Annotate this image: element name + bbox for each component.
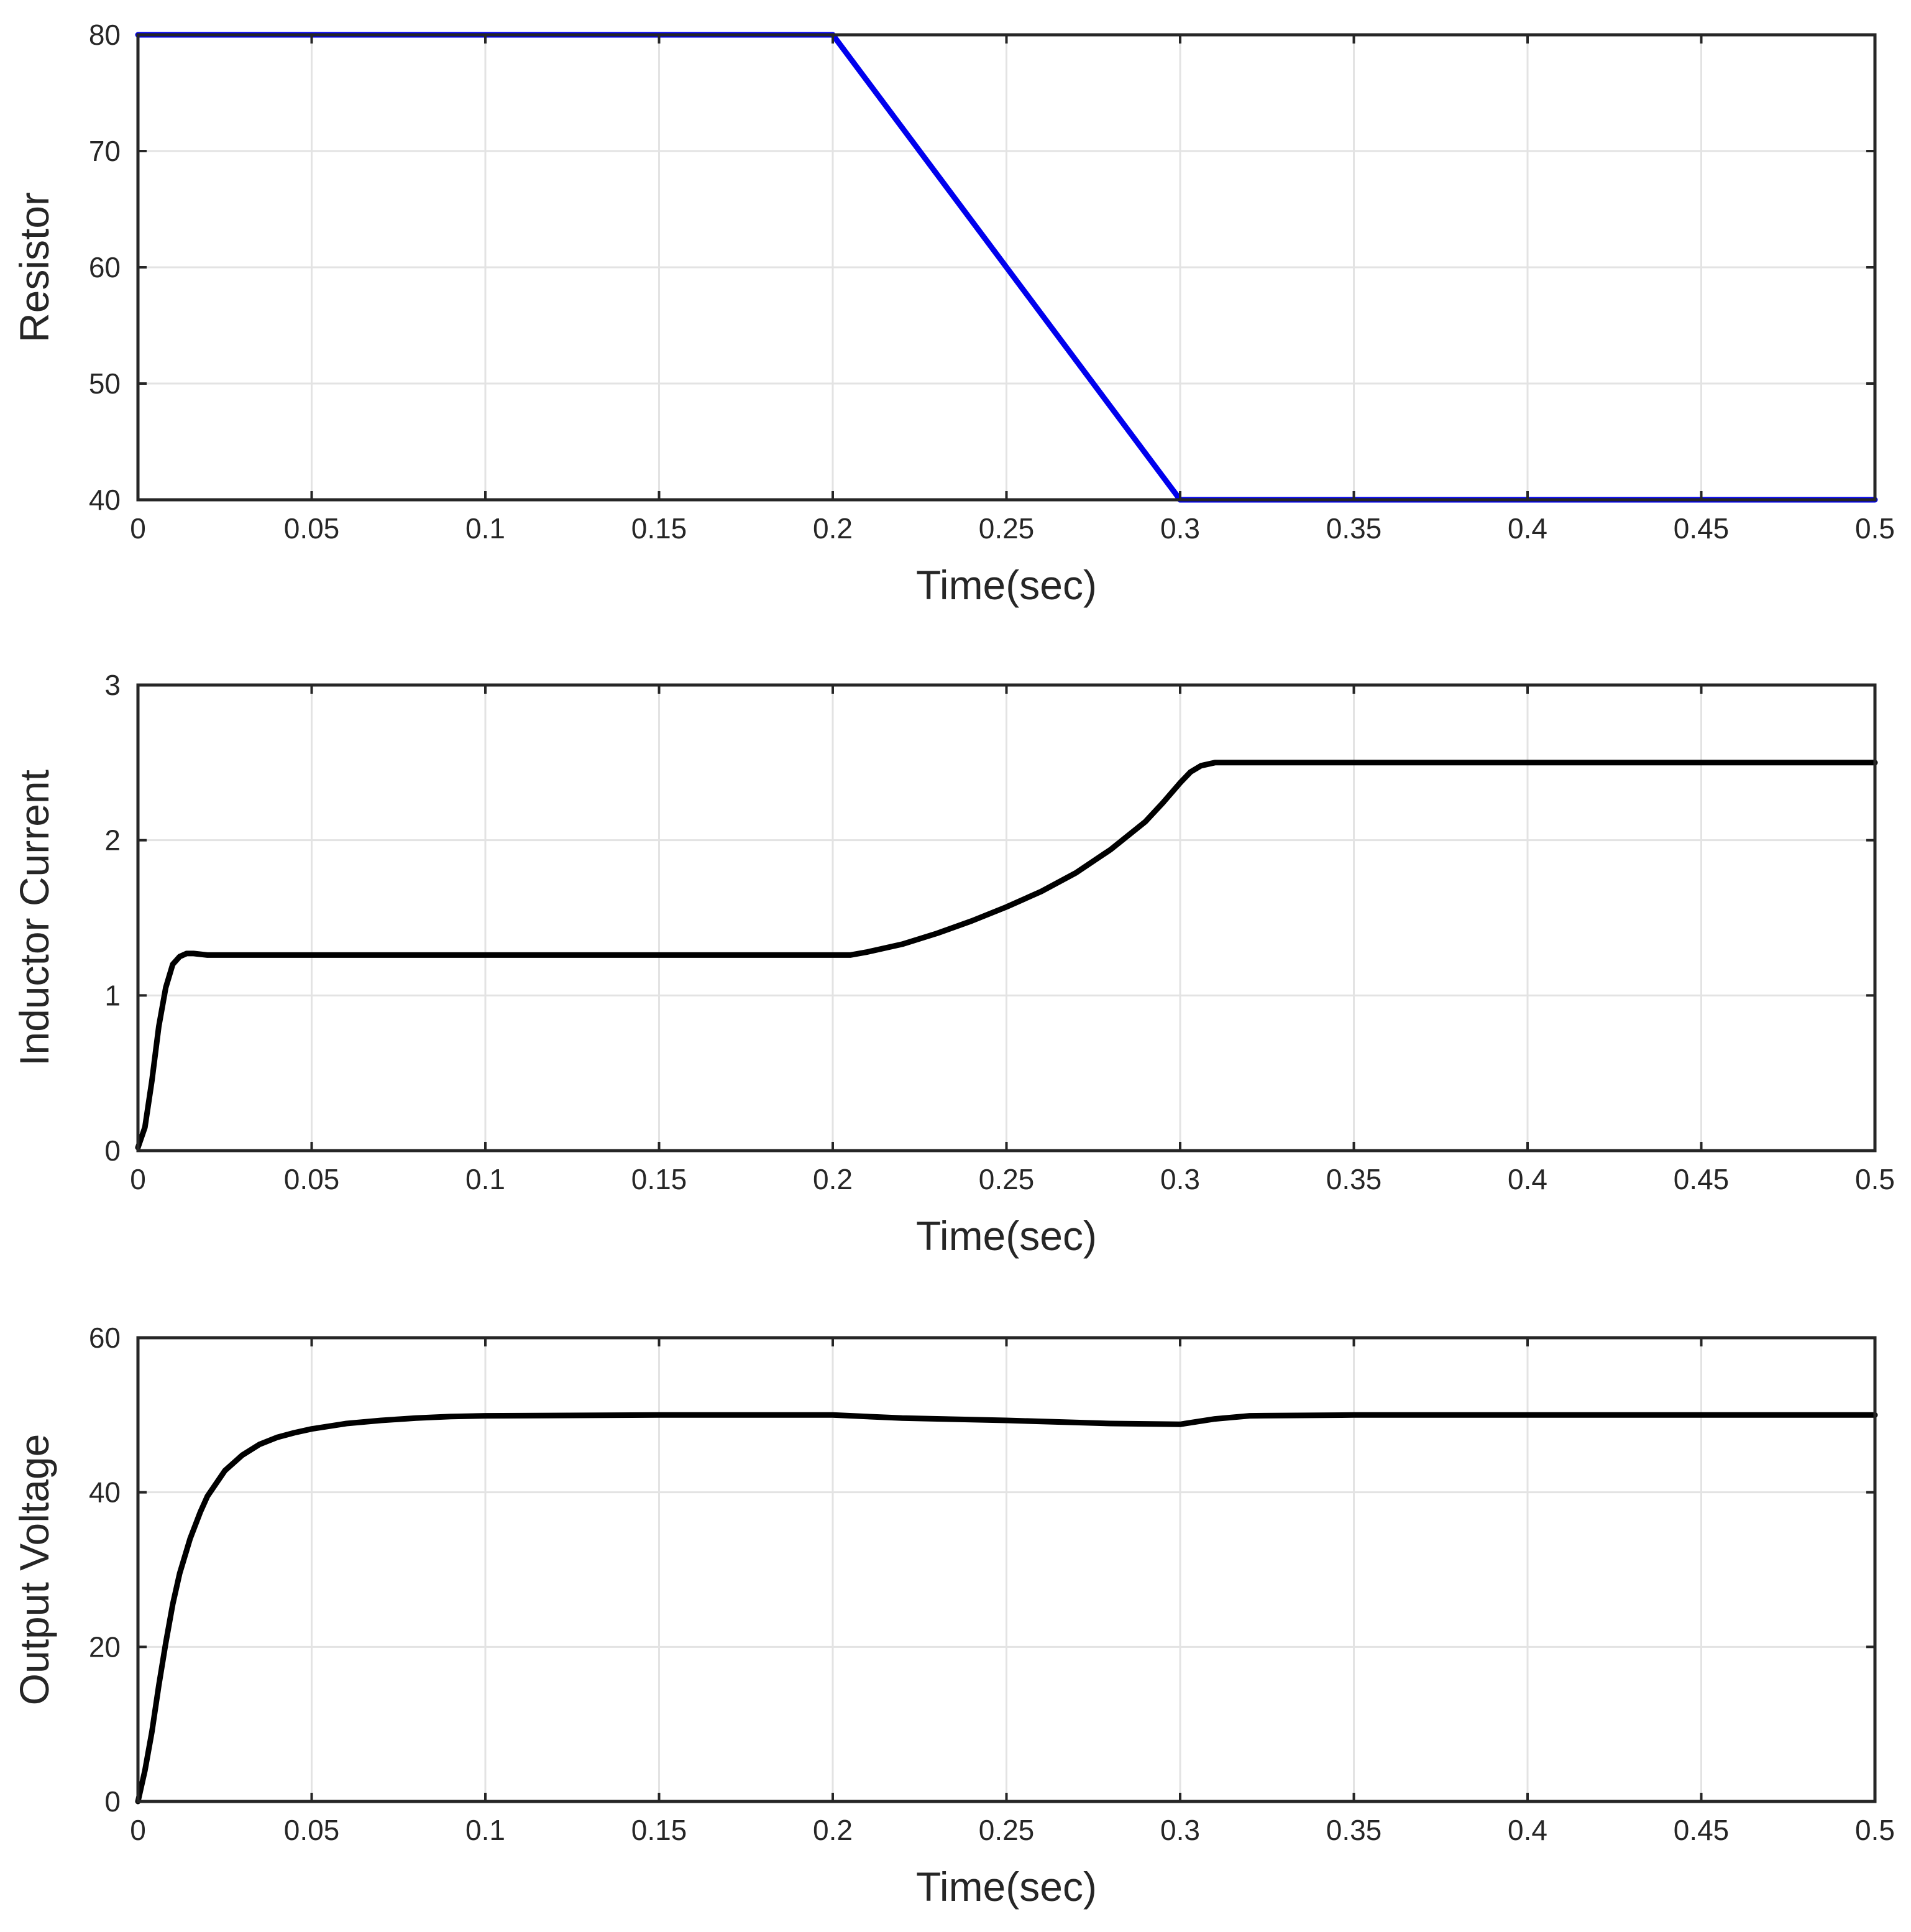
resistor-x-tick-label: 0.35 bbox=[1326, 512, 1382, 545]
resistor-x-tick-label: 0.15 bbox=[631, 512, 687, 545]
inductor-current-x-tick-label: 0.15 bbox=[631, 1163, 687, 1195]
inductor-current-x-tick-label: 0 bbox=[130, 1163, 146, 1195]
output-voltage-y-tick-label: 20 bbox=[89, 1631, 121, 1663]
inductor-current-x-tick-label: 0.5 bbox=[1855, 1163, 1895, 1195]
output-voltage-y-tick-label: 40 bbox=[89, 1476, 121, 1509]
resistor-subplot: 0 0.05 0.1 0.15 0.2 0.25 0.3 0.35 0.4 0.45 0.5 40 50… bbox=[11, 19, 1895, 608]
output-voltage-x-tick-label: 0.05 bbox=[284, 1814, 340, 1846]
resistor-y-tick-label: 70 bbox=[89, 135, 121, 167]
resistor-x-tick-label: 0 bbox=[130, 512, 146, 545]
resistor-y-tick-label: 60 bbox=[89, 251, 121, 283]
resistor-x-tick-label: 0.1 bbox=[465, 512, 505, 545]
inductor-current-x-axis-label: Time(sec) bbox=[916, 1213, 1097, 1259]
output-voltage-x-tick-label: 0.3 bbox=[1160, 1814, 1200, 1846]
resistor-y-tick-label: 80 bbox=[89, 19, 121, 51]
inductor-current-x-tick-label: 0.4 bbox=[1508, 1163, 1547, 1195]
resistor-x-tick-label: 0.45 bbox=[1674, 512, 1730, 545]
resistor-x-tick-label: 0.4 bbox=[1508, 512, 1547, 545]
output-voltage-x-tick-label: 0.2 bbox=[813, 1814, 853, 1846]
output-voltage-y-axis-label: Output Voltage bbox=[11, 1434, 57, 1706]
resistor-x-tick-label: 0.05 bbox=[284, 512, 340, 545]
resistor-y-tick-label: 40 bbox=[89, 484, 121, 516]
output-voltage-x-tick-label: 0.35 bbox=[1326, 1814, 1382, 1846]
inductor-current-series-line bbox=[135, 760, 1878, 1151]
output-voltage-x-tick-label: 0.45 bbox=[1674, 1814, 1730, 1846]
output-voltage-x-tick-label: 0.25 bbox=[979, 1814, 1035, 1846]
output-voltage-x-axis-label: Time(sec) bbox=[916, 1864, 1097, 1910]
resistor-x-axis-label: Time(sec) bbox=[916, 562, 1097, 608]
output-voltage-x-tick-label: 0.5 bbox=[1855, 1814, 1895, 1846]
inductor-current-x-tick-label: 0.3 bbox=[1160, 1163, 1200, 1195]
output-voltage-subplot: 0 0.05 0.1 0.15 0.2 0.25 0.3 0.35 0.4 0.45 0.5 0 20 4… bbox=[11, 1322, 1895, 1910]
output-voltage-x-tick-label: 0.1 bbox=[465, 1814, 505, 1846]
inductor-current-subplot: 0 0.05 0.1 0.15 0.2 0.25 0.3 0.35 0.4 0.45 0.5 0 1 2 3… bbox=[11, 669, 1895, 1259]
output-voltage-x-tick-label: 0.4 bbox=[1508, 1814, 1547, 1846]
inductor-current-x-tick-label: 0.35 bbox=[1326, 1163, 1382, 1195]
resistor-x-tick-label: 0.3 bbox=[1160, 512, 1200, 545]
resistor-y-axis-label: Resistor bbox=[11, 192, 57, 343]
output-voltage-x-tick-label: 0 bbox=[130, 1814, 146, 1846]
inductor-current-x-tick-label: 0.05 bbox=[284, 1163, 340, 1195]
output-voltage-series-line bbox=[135, 1412, 1878, 1805]
resistor-x-tick-label: 0.25 bbox=[979, 512, 1035, 545]
inductor-current-x-tick-label: 0.25 bbox=[979, 1163, 1035, 1195]
resistor-x-tick-label: 0.2 bbox=[813, 512, 853, 545]
inductor-current-x-tick-label: 0.45 bbox=[1674, 1163, 1730, 1195]
output-voltage-x-tick-label: 0.15 bbox=[631, 1814, 687, 1846]
inductor-current-y-axis-label: Inductor Current bbox=[11, 770, 57, 1066]
resistor-x-tick-label: 0.5 bbox=[1855, 512, 1895, 545]
inductor-current-y-tick-label: 3 bbox=[104, 669, 121, 701]
output-voltage-y-tick-label: 60 bbox=[89, 1322, 121, 1354]
inductor-current-y-tick-label: 1 bbox=[104, 979, 121, 1011]
inductor-current-x-tick-label: 0.1 bbox=[465, 1163, 505, 1195]
inductor-current-y-tick-label: 2 bbox=[104, 824, 121, 857]
inductor-current-x-tick-label: 0.2 bbox=[813, 1163, 853, 1195]
inductor-current-y-tick-label: 0 bbox=[104, 1134, 121, 1167]
resistor-y-tick-label: 50 bbox=[89, 367, 121, 400]
output-voltage-y-tick-label: 0 bbox=[104, 1785, 121, 1818]
